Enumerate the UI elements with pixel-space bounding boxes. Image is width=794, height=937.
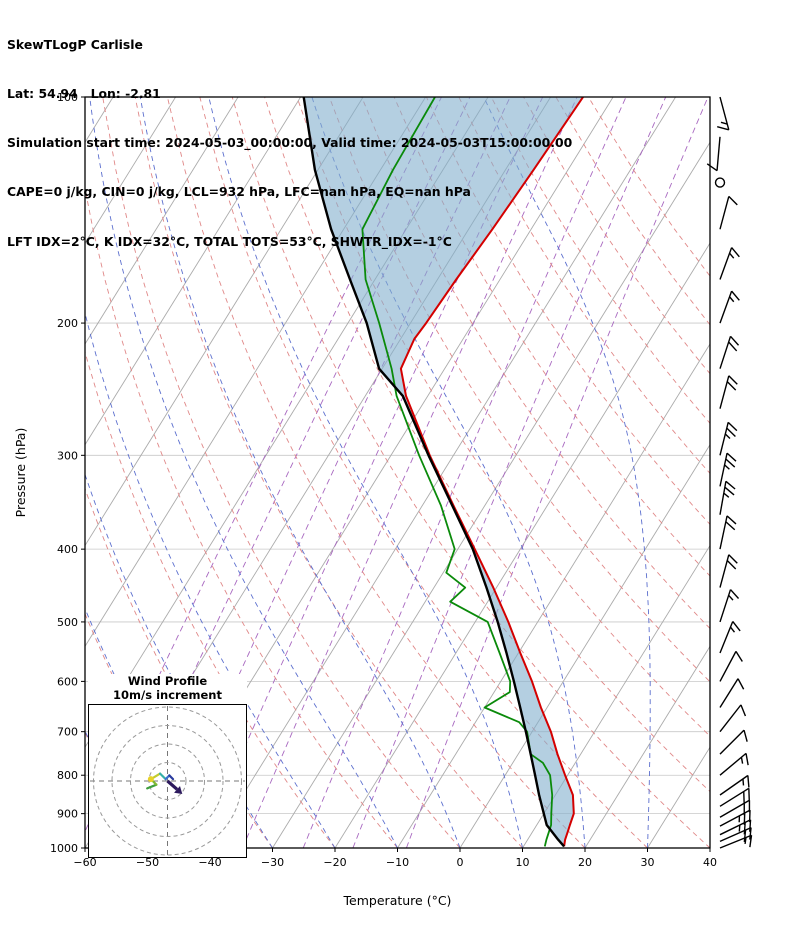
location-line: Lat: 54.94 Lon: -2.81 <box>7 86 161 102</box>
figure-header: SkewTLogP Carlisle Lat: 54.94 Lon: -2.81… <box>7 4 572 267</box>
speed-rings <box>93 706 242 856</box>
y-tick-label: 1000 <box>50 842 78 855</box>
inset-title-block: Wind Profile 10m/s increment <box>88 674 247 704</box>
figure-title: SkewTLogP Carlisle <box>7 36 143 52</box>
axis-ticks: −60 −50 −40 −30 −20 −10 0 10 20 30 40 100 200 300 400 5… <box>50 91 717 869</box>
y-tick-label: 600 <box>57 675 78 688</box>
moist-adiabats <box>85 97 710 848</box>
x-axis-label: Temperature (°C) <box>343 893 452 908</box>
time-line: Simulation start time: 2024-05-03_00:00:… <box>7 135 573 151</box>
wind-barbs <box>706 96 753 849</box>
stability-indices-line-2: LFT IDX=2°C, K IDX=32°C, TOTAL TOTS=53°C… <box>7 233 452 249</box>
y-tick-label: 400 <box>57 543 78 556</box>
x-tick-label: 30 <box>641 856 655 869</box>
temperature-curve <box>399 97 584 847</box>
mean-wind-arrow-shaft <box>166 779 179 791</box>
y-tick-label: 300 <box>57 449 78 462</box>
wind-trace-marker <box>147 776 154 783</box>
mixing-ratio-lines <box>85 97 709 848</box>
y-tick-label: 800 <box>57 769 78 782</box>
x-tick-label: 20 <box>578 856 592 869</box>
y-tick-label: 100 <box>57 91 78 104</box>
parcel-temperature-shading <box>303 97 584 847</box>
stability-indices-line-1: CAPE=0 j/kg, CIN=0 j/kg, LCL=932 hPa, LF… <box>7 184 471 200</box>
y-tick-label: 700 <box>57 726 78 739</box>
x-tick-label: −10 <box>386 856 409 869</box>
x-tick-label: 0 <box>457 856 464 869</box>
dewpoint-curve <box>361 97 554 847</box>
inset-title: Wind Profile <box>127 674 208 688</box>
y-tick-label: 900 <box>57 808 78 821</box>
x-tick-label: −50 <box>136 856 159 869</box>
y-tick-label: 500 <box>57 616 78 629</box>
x-tick-label: −40 <box>198 856 221 869</box>
x-tick-label: −60 <box>73 856 96 869</box>
inset-subtitle: 10m/s increment <box>113 688 222 702</box>
x-tick-label: −20 <box>323 856 346 869</box>
y-axis-label: Pressure (hPa) <box>13 428 28 518</box>
x-tick-label: 10 <box>516 856 530 869</box>
y-tick-label: 200 <box>57 317 78 330</box>
mean-wind-arrow-head <box>174 785 183 794</box>
parcel-curve <box>302 97 566 848</box>
hodograph <box>88 704 247 858</box>
x-tick-label: −30 <box>261 856 284 869</box>
x-tick-label: 40 <box>703 856 717 869</box>
wind-profile-inset: Wind Profile 10m/s increment <box>88 674 247 858</box>
